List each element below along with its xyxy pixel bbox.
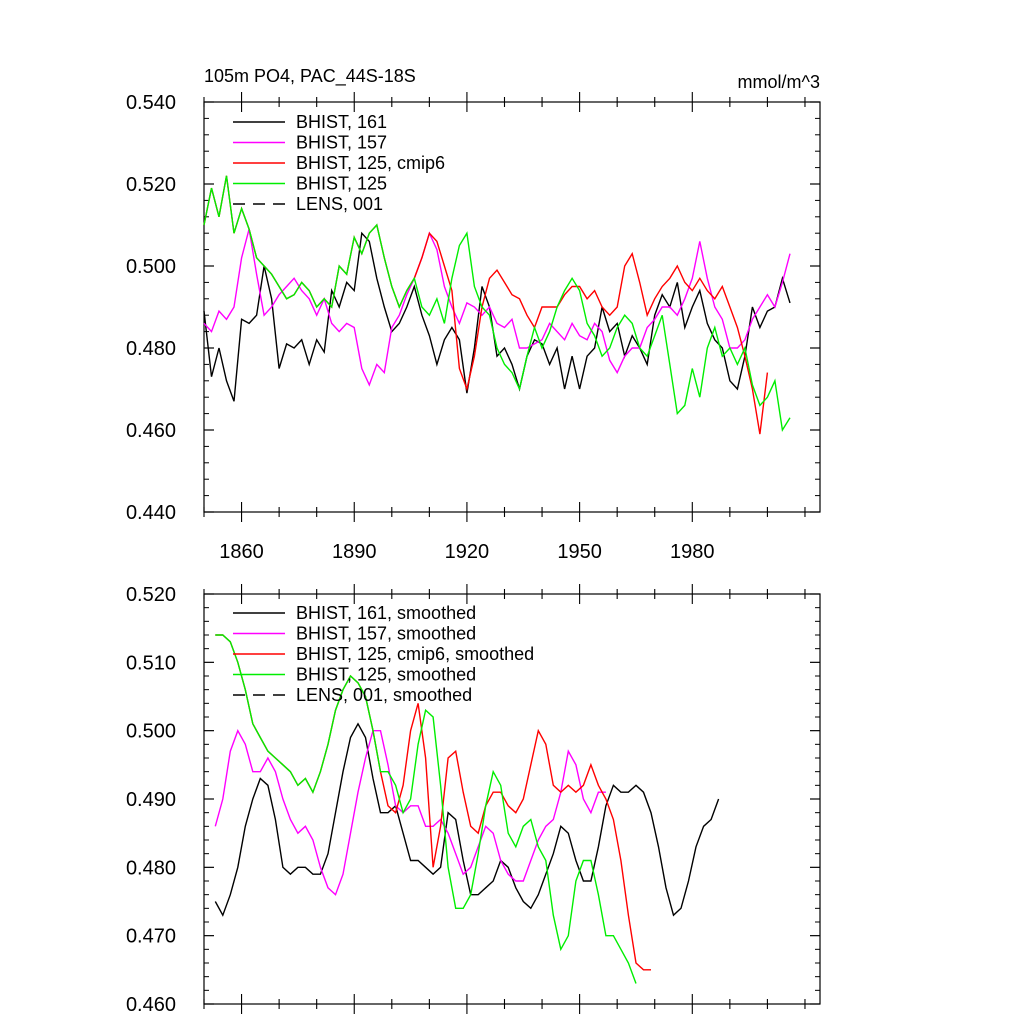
y-tick-label: 0.440	[126, 502, 176, 524]
x-tick-label: 1980	[670, 541, 715, 563]
x-tick-label: 1890	[332, 541, 377, 563]
y-tick-label: 0.510	[126, 652, 176, 674]
y-tick-label: 0.480	[126, 857, 176, 879]
legend-label: LENS, 001, smoothed	[296, 685, 472, 705]
y-tick-label: 0.540	[126, 92, 176, 114]
legend-label: BHIST, 157, smoothed	[296, 624, 476, 644]
legend-label: LENS, 001	[296, 194, 383, 214]
plot-frame	[203, 101, 821, 513]
y-tick-label: 0.500	[126, 721, 176, 743]
legend-label: BHIST, 157	[296, 133, 387, 153]
series-line-bhist-125	[203, 175, 791, 432]
series-line-bhist-161-smoothed	[214, 722, 720, 917]
legend-label: BHIST, 125	[296, 174, 387, 194]
series-line-bhist-125-cmip6	[203, 175, 769, 435]
y-tick-label: 0.480	[126, 338, 176, 360]
x-tick-label: 1860	[219, 541, 264, 563]
legend-label: BHIST, 161, smoothed	[296, 603, 476, 623]
legend-label: BHIST, 125, cmip6	[296, 153, 445, 173]
x-tick-label: 1950	[557, 541, 602, 563]
y-tick-label: 0.470	[126, 926, 176, 948]
y-tick-label: 0.490	[126, 789, 176, 811]
y-tick-label: 0.500	[126, 256, 176, 278]
legend-label: BHIST, 125, cmip6, smoothed	[296, 644, 534, 664]
legend-label: BHIST, 125, smoothed	[296, 665, 476, 685]
chart-title: 105m PO4, PAC_44S-18S	[204, 66, 416, 87]
y-tick-label: 0.520	[126, 174, 176, 196]
series-line-bhist-157	[203, 228, 791, 387]
legend-label: BHIST, 161	[296, 112, 387, 132]
bottom-panel: 0.460 0.470 0.480 0.490 0.500 0.510 0.520 BHIST…	[126, 584, 821, 1016]
y-tick-label: 0.520	[126, 584, 176, 606]
series-line-bhist-157-smoothed	[214, 729, 606, 896]
series-line-bhist-161	[203, 231, 791, 402]
top-panel: 0.440 0.460 0.480 0.500 0.520 0.540 1860 1890 19…	[126, 92, 821, 563]
y-tick-label: 0.460	[126, 994, 176, 1016]
units-label: mmol/m^3	[738, 72, 820, 92]
series-line-bhist-125-smoothed	[215, 634, 637, 984]
x-tick-label: 1920	[445, 541, 490, 563]
y-tick-label: 0.460	[126, 420, 176, 442]
